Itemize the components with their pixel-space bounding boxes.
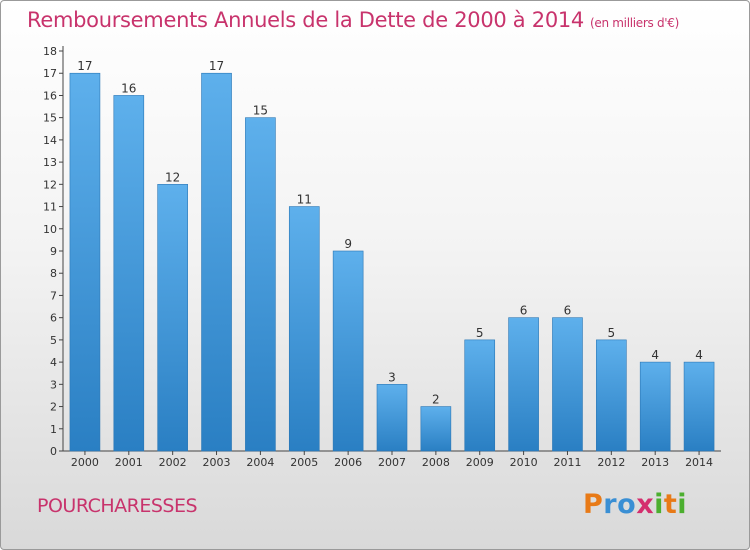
bar bbox=[288, 206, 320, 452]
x-tick-label: 2008 bbox=[422, 456, 450, 469]
data-label: 2 bbox=[432, 393, 440, 407]
y-tick-label: 7 bbox=[50, 289, 57, 302]
data-label: 6 bbox=[520, 304, 528, 318]
data-label: 5 bbox=[476, 326, 484, 340]
data-label: 3 bbox=[388, 370, 396, 384]
bar bbox=[639, 361, 671, 452]
x-tick-label: 2003 bbox=[203, 456, 231, 469]
y-tick-label: 2 bbox=[50, 401, 57, 414]
y-tick-label: 4 bbox=[50, 356, 57, 369]
proxiti-logo: Proxiti bbox=[583, 489, 687, 520]
logo-letter: o bbox=[617, 489, 637, 520]
title-main: Remboursements Annuels de la Dette de 20… bbox=[27, 8, 584, 32]
bar bbox=[552, 317, 583, 452]
logo-letter: r bbox=[603, 489, 618, 520]
logo-letter: x bbox=[636, 489, 655, 520]
commune-name: POURCHARESSES bbox=[37, 495, 198, 517]
y-tick-label: 17 bbox=[43, 67, 57, 80]
x-tick-label: 2004 bbox=[246, 456, 274, 469]
y-tick-label: 12 bbox=[43, 178, 57, 191]
data-label: 4 bbox=[695, 348, 703, 362]
x-tick-label: 2011 bbox=[553, 456, 581, 469]
data-label: 17 bbox=[209, 59, 224, 73]
bar bbox=[69, 72, 101, 452]
x-tick-label: 2007 bbox=[378, 456, 406, 469]
x-tick-label: 2012 bbox=[597, 456, 625, 469]
bar bbox=[376, 384, 408, 452]
y-tick-label: 18 bbox=[43, 45, 57, 58]
y-tick-label: 15 bbox=[43, 112, 57, 125]
x-tick-label: 2006 bbox=[334, 456, 362, 469]
y-tick-label: 16 bbox=[43, 89, 57, 102]
data-label: 9 bbox=[344, 237, 352, 251]
y-tick-label: 9 bbox=[50, 245, 57, 258]
data-label: 4 bbox=[651, 348, 659, 362]
chart-title: Remboursements Annuels de la Dette de 20… bbox=[27, 8, 679, 32]
title-unit: (en milliers d'€) bbox=[590, 16, 680, 30]
bar bbox=[157, 184, 188, 452]
data-label: 16 bbox=[121, 81, 136, 95]
y-tick-label: 1 bbox=[50, 423, 57, 436]
logo-letter: t bbox=[663, 489, 678, 520]
logo-letter: i bbox=[654, 489, 664, 520]
y-tick-label: 0 bbox=[50, 445, 57, 458]
bar bbox=[420, 406, 452, 452]
bar bbox=[245, 117, 276, 452]
bar bbox=[596, 339, 627, 452]
y-tick-label: 6 bbox=[50, 312, 57, 325]
y-tick-label: 11 bbox=[43, 201, 57, 214]
bar bbox=[508, 317, 539, 452]
bar bbox=[332, 250, 364, 452]
data-label: 12 bbox=[165, 170, 180, 184]
x-tick-label: 2000 bbox=[71, 456, 99, 469]
x-tick-label: 2009 bbox=[466, 456, 494, 469]
logo-letter: i bbox=[677, 489, 688, 520]
data-label: 5 bbox=[608, 326, 616, 340]
x-tick-label: 2013 bbox=[641, 456, 669, 469]
y-tick-label: 14 bbox=[43, 134, 57, 147]
data-label: 15 bbox=[253, 104, 268, 118]
x-tick-label: 2010 bbox=[510, 456, 538, 469]
y-tick-label: 8 bbox=[50, 267, 57, 280]
x-tick-label: 2002 bbox=[159, 456, 187, 469]
bar bbox=[464, 339, 496, 452]
y-tick-label: 13 bbox=[43, 156, 57, 169]
x-tick-label: 2001 bbox=[115, 456, 143, 469]
bar bbox=[113, 95, 145, 452]
x-tick-label: 2005 bbox=[290, 456, 318, 469]
x-tick-label: 2014 bbox=[685, 456, 713, 469]
bar bbox=[201, 72, 232, 452]
data-label: 11 bbox=[297, 193, 312, 207]
data-label: 6 bbox=[564, 304, 572, 318]
y-tick-label: 5 bbox=[50, 334, 57, 347]
logo-letter: P bbox=[583, 489, 604, 520]
y-tick-label: 10 bbox=[43, 223, 57, 236]
data-label: 17 bbox=[77, 59, 92, 73]
bar bbox=[683, 361, 715, 452]
y-tick-label: 3 bbox=[50, 378, 57, 391]
